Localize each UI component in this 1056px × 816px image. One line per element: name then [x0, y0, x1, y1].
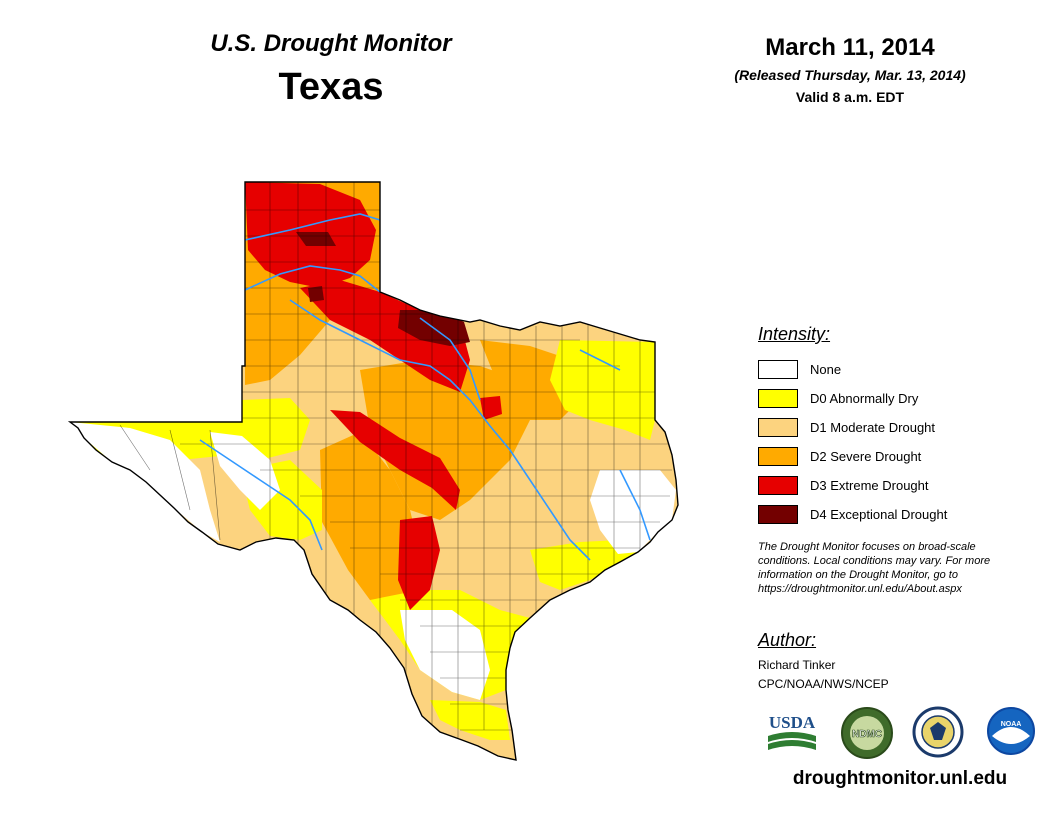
legend-swatch [758, 360, 798, 379]
legend-swatch [758, 447, 798, 466]
legend-item-d2: D2 Severe Drought [758, 442, 1018, 471]
d4-spot [308, 286, 324, 302]
legend-item-d3: D3 Extreme Drought [758, 471, 1018, 500]
legend-item-d0: D0 Abnormally Dry [758, 384, 1018, 413]
author-heading: Author: [758, 630, 817, 650]
partner-logos: USDA NDMC NOAA [764, 706, 1035, 762]
note-link[interactable]: https://droughtmonitor.unl.edu/About.asp… [758, 583, 962, 595]
doc-seal-icon [912, 706, 964, 758]
legend-label: D2 Severe Drought [810, 449, 922, 464]
noaa-logo-icon: NOAA [987, 707, 1035, 755]
release-date: (Released Thursday, Mar. 13, 2014) [734, 67, 966, 83]
legend-swatch [758, 476, 798, 495]
ndmc-logo-icon: NDMC [841, 707, 893, 759]
author-org: CPC/NOAA/NWS/NCEP [758, 677, 889, 691]
none-far-west [70, 422, 220, 542]
website-link[interactable]: droughtmonitor.unl.edu [792, 768, 1008, 789]
legend: Intensity: None D0 Abnormally Dry D1 Mod… [758, 324, 1018, 529]
legend-label: D0 Abnormally Dry [810, 391, 919, 406]
d3-south-central [398, 516, 440, 610]
map-title: U.S. Drought Monitor [210, 30, 452, 57]
legend-label: D3 Extreme Drought [810, 478, 929, 493]
legend-label: D1 Moderate Drought [810, 420, 936, 435]
note-line: The Drought Monitor focuses on broad-sca… [758, 541, 976, 553]
legend-label: D4 Exceptional Drought [810, 507, 948, 522]
d3-central-band [330, 410, 460, 510]
legend-item-d1: D1 Moderate Drought [758, 413, 1018, 442]
svg-text:NDMC: NDMC [852, 729, 882, 740]
d0-northeast [550, 340, 655, 440]
none-trans-pecos [210, 432, 280, 510]
legend-label: None [810, 362, 842, 377]
svg-text:USDA: USDA [769, 713, 816, 732]
author-name: Richard Tinker [758, 658, 836, 672]
legend-swatch [758, 389, 798, 408]
note-line: conditions. Local conditions may vary. F… [758, 555, 991, 567]
d2-hill-country [320, 432, 422, 600]
usda-logo-icon: USDA [768, 713, 816, 750]
legend-swatch [758, 505, 798, 524]
legend-title: Intensity: [758, 324, 831, 344]
valid-time: Valid 8 a.m. EDT [795, 89, 905, 105]
rivers [199, 213, 651, 561]
note-line: information on the Drought Monitor, go t… [758, 569, 958, 581]
d3-spot [480, 396, 502, 420]
d0-coast [530, 540, 640, 590]
map-date: March 11, 2014 [765, 34, 935, 61]
svg-text:NOAA: NOAA [1001, 721, 1022, 728]
county-grid [119, 182, 672, 740]
legend-item-d4: D4 Exceptional Drought [758, 500, 1018, 529]
none-upper-coast [590, 470, 676, 554]
disclaimer-note: The Drought Monitor focuses on broad-sca… [758, 540, 1048, 596]
legend-swatch [758, 418, 798, 437]
legend-item-none: None [758, 355, 1018, 384]
none-south-texas [400, 610, 490, 700]
d3-rolling-plains [300, 280, 470, 392]
texas-drought-map [69, 181, 679, 761]
state-name: Texas [278, 66, 384, 108]
